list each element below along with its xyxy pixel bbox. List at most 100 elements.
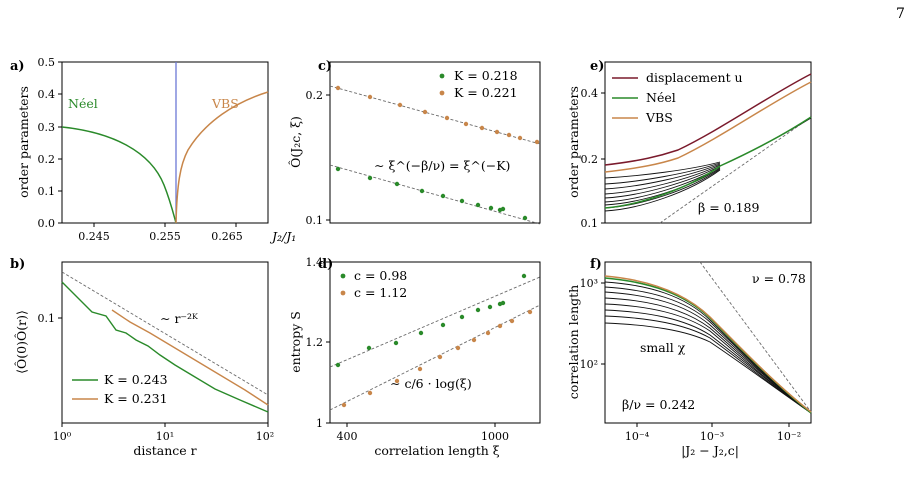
panel-c-ytick: 0.1: [306, 214, 324, 227]
panel-f-ylabel: correlation length: [566, 285, 581, 399]
panel-e-legend-item-displacement: displacement u: [646, 70, 743, 85]
panel-a-neel-curve: [61, 126, 177, 224]
panel-e-legend-item-vbs: VBS: [645, 110, 673, 125]
panel-a-ylabel: order parameters: [16, 86, 31, 198]
panel-f-annotation-nu: ν = 0.78: [752, 271, 806, 286]
panel-d-xtick: 1000: [481, 430, 509, 443]
panel-d-legend-marker-green: [340, 273, 346, 279]
panel-d: d) 1.4 1.2 1 400 1000 correlation length…: [288, 256, 541, 458]
panel-f-xlabel: |J₂ − J₂,c|: [681, 443, 739, 458]
panel-b-legend-item-green: K = 0.243: [104, 372, 168, 387]
panel-a-neel-label: Néel: [68, 96, 98, 111]
panel-e-displacement-curve: [604, 73, 812, 166]
panel-f-annotation-chi: small χ: [640, 340, 686, 355]
panel-d-points-green: [335, 273, 527, 368]
panel-a-xtick: 0.255: [149, 230, 181, 243]
panel-c-label: c): [318, 59, 332, 74]
panel-e-ytick: 0.1: [581, 217, 599, 230]
panel-f-xtick: 10⁻³: [700, 430, 724, 443]
panel-d-legend-item-green: c = 0.98: [354, 268, 407, 283]
panel-b-series-orange: [111, 309, 269, 406]
panel-a-xtick: 0.265: [211, 230, 243, 243]
panel-b-legend-item-orange: K = 0.231: [104, 391, 168, 406]
page-number: 7: [896, 6, 905, 22]
panel-b: b) 0.1 10⁰ 10¹ 10² distance r ⟨Ô(0)Ô(r)⟩…: [10, 257, 274, 458]
panel-d-guide-orange: [329, 304, 541, 411]
panel-f-xtick: 10⁻²: [777, 430, 801, 443]
panel-a-xticks: 0.245 0.255 0.265: [78, 223, 243, 243]
panel-c-legend-marker-green: [439, 73, 445, 79]
panel-f-frame: [604, 261, 812, 424]
panel-a-ytick: 0.1: [38, 185, 56, 198]
panel-e-ytick: 0.2: [581, 153, 599, 166]
panel-b-ylabel: ⟨Ô(0)Ô(r)⟩: [13, 310, 29, 374]
panel-a-ytick: 0.3: [38, 121, 56, 134]
panel-c-ylabel: Ô(J₂c, ξ): [287, 116, 303, 168]
panel-b-xtick: 10²: [256, 430, 274, 443]
panel-a-ytick: 0.4: [38, 88, 56, 101]
panel-a-label: a): [10, 59, 25, 74]
panel-e: e) 0.4 0.2 0.1 order parameters β = 0.18…: [566, 59, 812, 230]
panel-e-neel-curve: [604, 116, 812, 209]
panel-f-label: f): [590, 257, 602, 272]
panel-f-bond-dimension-curves: [604, 281, 812, 414]
panel-c-guide-orange: [329, 85, 541, 145]
panel-b-series-green: [61, 281, 269, 413]
panel-f-neel-curve: [604, 277, 812, 414]
panel-d-annotation: ∼ c/6 · log(ξ): [390, 376, 472, 391]
panel-e-label: e): [590, 59, 604, 74]
panel-c-legend-item-green: K = 0.218: [454, 68, 518, 83]
panel-a-xtick: 0.245: [78, 230, 110, 243]
panel-b-xtick: 10⁰: [53, 430, 72, 443]
panel-b-ytick: 0.1: [38, 312, 56, 325]
panel-a: a) 0.0 0.1 0.2 0.3 0.4 0.5 0.245 0.255 0…: [10, 56, 296, 244]
panel-d-ytick: 1.4: [306, 256, 324, 269]
panel-e-vbs-curve: [604, 81, 812, 173]
panel-d-xtick: 400: [337, 430, 358, 443]
panel-b-xtick: 10¹: [156, 430, 174, 443]
panel-d-xlabel: correlation length ξ: [374, 443, 499, 458]
panel-f-annotation-ratio: β/ν = 0.242: [622, 397, 695, 412]
panel-a-frame: [61, 61, 269, 224]
panel-e-annotation: β = 0.189: [698, 200, 759, 215]
panel-c-points-green: [335, 166, 528, 221]
panel-d-label: d): [318, 257, 333, 272]
panel-a-ytick: 0.2: [38, 153, 56, 166]
panel-c-legend-marker-orange: [439, 90, 445, 96]
panel-e-bond-dimension-curves: [604, 117, 812, 212]
panel-e-legend-item-neel: Néel: [646, 90, 676, 105]
panel-d-guide-green: [329, 276, 541, 368]
panel-c: c) 0.2 0.1 Ô(J₂c, ξ) ∼ ξ^(−β/ν) = ξ^(−K)…: [287, 59, 541, 227]
panel-c-points-orange: [335, 85, 540, 145]
panel-c-ytick: 0.2: [306, 89, 324, 102]
panel-d-ylabel: entropy S: [288, 311, 303, 373]
panel-d-ytick: 1: [316, 417, 323, 430]
panel-a-ytick: 0.5: [38, 56, 56, 69]
panel-d-ytick: 1.2: [306, 336, 324, 349]
panel-f-ytick: 10²: [580, 358, 598, 371]
panel-a-vbs-curve: [175, 91, 269, 224]
panel-b-xlabel: distance r: [133, 443, 196, 458]
panel-f-guide-line: [699, 261, 812, 413]
panel-b-annotation: ∼ r⁻²ᴷ: [160, 311, 198, 326]
panel-a-ytick: 0.0: [38, 217, 56, 230]
panel-e-frame: [604, 61, 812, 224]
panel-d-legend-marker-orange: [340, 290, 346, 296]
panel-e-ylabel: order parameters: [566, 86, 581, 198]
panel-a-xlabel: J₂/J₁: [269, 229, 296, 244]
panel-f-vbs-curve: [604, 275, 812, 413]
panel-a-vbs-label: VBS: [211, 96, 239, 111]
panel-d-legend-item-orange: c = 1.12: [354, 285, 407, 300]
panel-f-ytick: 10³: [580, 277, 598, 290]
panel-d-points-orange: [341, 309, 533, 408]
panel-f-xtick: 10⁻⁴: [625, 430, 650, 443]
panel-c-frame: [329, 61, 541, 224]
panel-e-guide-line: [659, 116, 812, 224]
panel-b-label: b): [10, 257, 25, 272]
panel-e-ytick: 0.4: [581, 87, 599, 100]
panel-a-yticks: 0.0 0.1 0.2 0.3 0.4 0.5: [38, 56, 62, 230]
panel-c-guide-green: [329, 164, 541, 225]
panel-c-legend-item-orange: K = 0.221: [454, 85, 518, 100]
panel-c-annotation: ∼ ξ^(−β/ν) = ξ^(−K): [374, 158, 510, 173]
